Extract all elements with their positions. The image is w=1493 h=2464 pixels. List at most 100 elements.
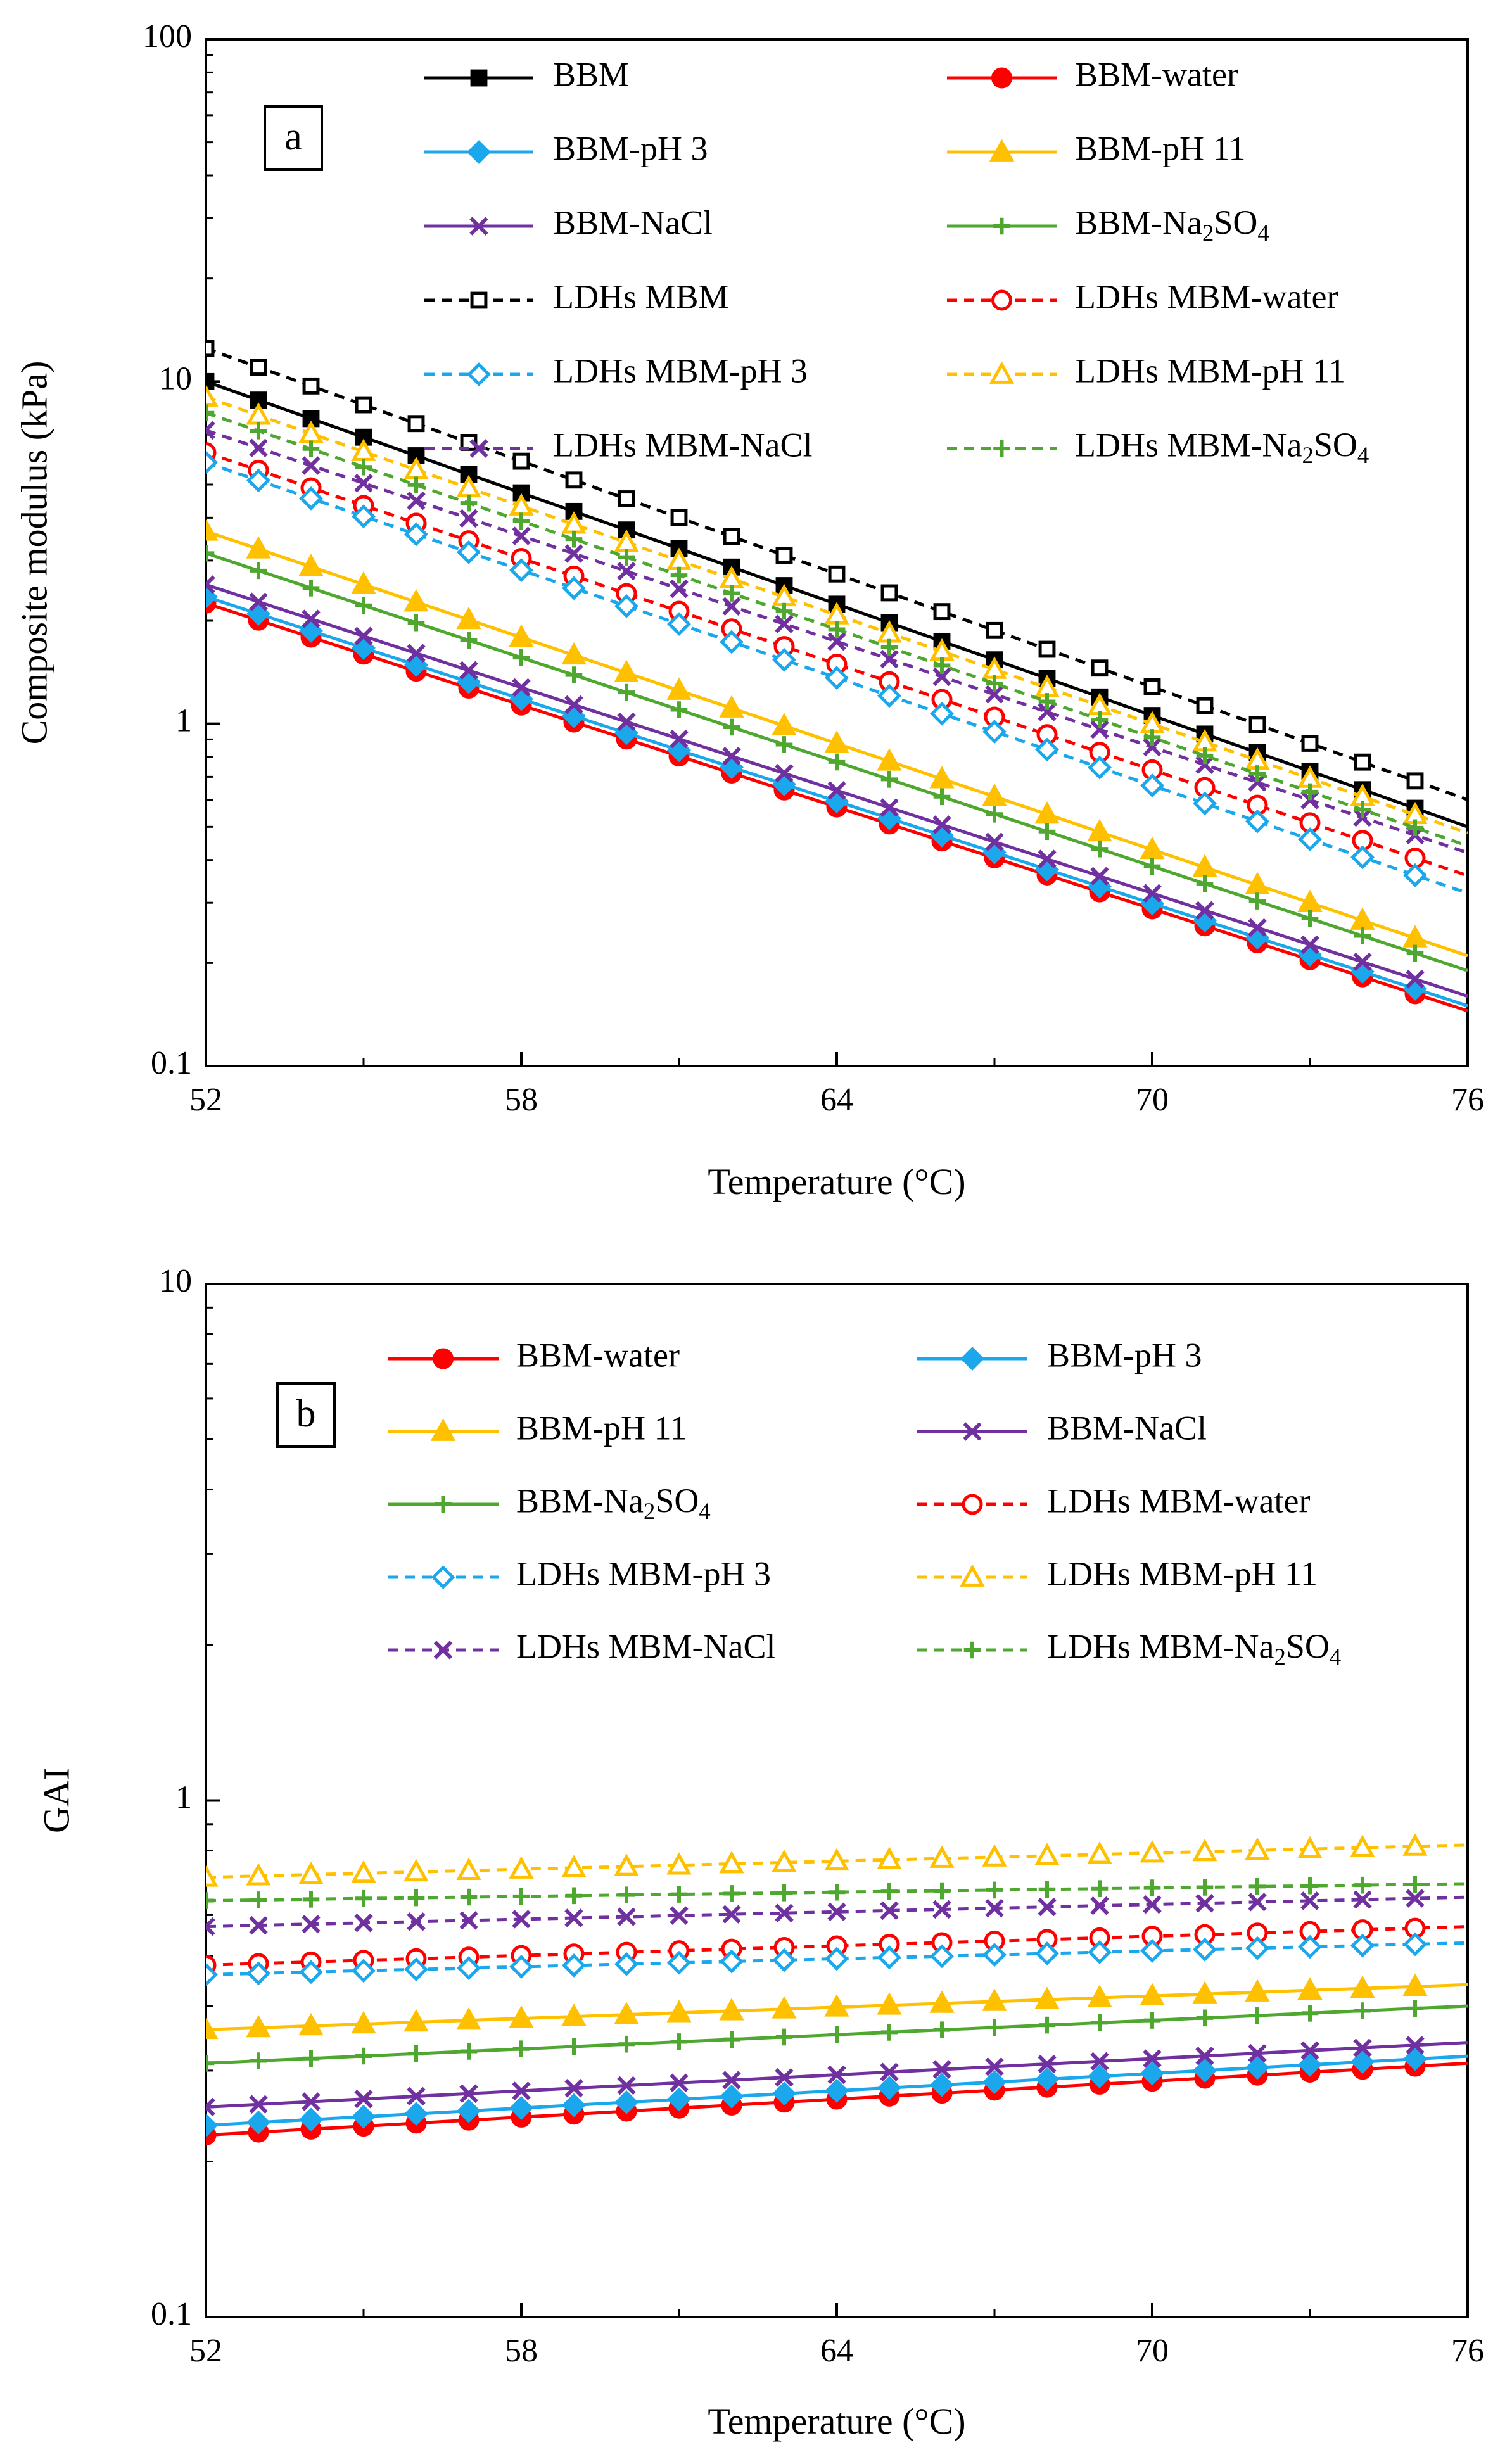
data-point (457, 2099, 481, 2123)
data-point (929, 766, 955, 789)
data-point (1248, 1893, 1267, 1912)
data-point (206, 404, 215, 422)
data-point (880, 1901, 899, 1921)
legend-marker (467, 140, 491, 164)
legend-label: BBM-pH 3 (553, 129, 708, 167)
data-point (825, 1946, 849, 1971)
data-point (302, 440, 320, 458)
series-bbm-na-so4 (206, 545, 1468, 972)
data-point (457, 540, 481, 564)
data-point (930, 2073, 954, 2097)
data-point (1354, 927, 1371, 944)
data-point (986, 621, 1003, 639)
legend-label: BBM-NaCl (1047, 1409, 1207, 1447)
data-point (355, 2047, 372, 2065)
data-point (1088, 755, 1112, 780)
data-point (1301, 2005, 1319, 2022)
legend-marker (993, 440, 1010, 457)
series-ldhs-mbm-nacl (206, 421, 1468, 854)
y-tick-label: 10 (159, 1263, 192, 1299)
data-point (1193, 791, 1217, 816)
data-point (1406, 2036, 1425, 2055)
data-point (667, 612, 691, 637)
data-point (1406, 1889, 1425, 1908)
data-point (828, 621, 846, 638)
data-point (206, 1917, 215, 1936)
data-point (355, 597, 372, 614)
data-point (250, 359, 267, 376)
legend-marker (991, 289, 1012, 311)
data-point (986, 675, 1003, 692)
data-point (1403, 863, 1427, 887)
legend-label: BBM-pH 11 (1075, 129, 1246, 167)
data-point (1143, 1895, 1162, 1914)
data-point (460, 1888, 478, 1906)
data-point (1090, 1896, 1109, 1915)
x-tick-label: 76 (1451, 1082, 1484, 1118)
x-tick-label: 52 (189, 2333, 222, 2369)
legend-marker (963, 1641, 981, 1659)
series-bbm-na-so4 (206, 2000, 1468, 2072)
data-point (1143, 884, 1162, 903)
data-point (1035, 1941, 1059, 1966)
data-point (932, 815, 951, 834)
data-point (561, 642, 587, 665)
data-point (206, 450, 218, 475)
x-axis-label: Temperature (°C) (708, 1161, 965, 1202)
series-bbm-ph-11 (206, 1973, 1468, 2040)
y-axis-label: GAI (35, 1768, 77, 1833)
data-point (933, 657, 951, 674)
data-point (1034, 1843, 1060, 1865)
data-point (824, 730, 849, 753)
data-point (670, 701, 688, 718)
data-point (985, 832, 1004, 851)
data-point (1354, 753, 1371, 771)
data-point (667, 1950, 691, 1975)
data-point (457, 1956, 481, 1981)
legend-item: BBM-pH 3 (424, 129, 708, 167)
data-point (564, 1908, 583, 1927)
data-point (614, 594, 638, 618)
data-point (246, 2110, 270, 2135)
panel-b-chart: 0.1 1 10 52 58 64 70 76 Temperature (°C) GAI BBM-w… (35, 1263, 1484, 2442)
data-point (827, 781, 846, 800)
data-point (1091, 840, 1109, 858)
legend-item: LDHs MBM-NaCl (424, 426, 813, 464)
data-point (206, 2054, 215, 2072)
data-point (1300, 2041, 1319, 2061)
data-point (407, 491, 426, 511)
data-point (986, 1881, 1003, 1899)
y-tick-label: 10 (159, 360, 192, 397)
data-point (880, 649, 899, 669)
data-point (206, 1864, 219, 1887)
legend-label: LDHs MBM-NaCl (516, 1627, 776, 1665)
data-point (206, 384, 219, 407)
data-point (512, 2081, 531, 2100)
legend-label: BBM-Na2SO4 (516, 1482, 711, 1524)
data-point (1196, 875, 1214, 892)
data-point (1196, 2009, 1214, 2027)
data-point (1402, 1833, 1428, 1856)
y-tick-label: 100 (143, 18, 192, 54)
data-point (1248, 918, 1267, 937)
legend-item: LDHs MBM-Na2SO4 (917, 1627, 1341, 1670)
data-point (404, 522, 428, 547)
series-bbm-ph-11 (206, 518, 1468, 958)
data-point (880, 2024, 898, 2041)
data-point (877, 2076, 901, 2100)
data-point (460, 2043, 478, 2060)
data-point (722, 2071, 741, 2090)
data-point (302, 1914, 321, 1934)
data-point (1091, 711, 1109, 728)
legend-marker (989, 139, 1015, 162)
data-point (298, 554, 324, 576)
data-point (618, 1886, 635, 1903)
data-point (880, 2062, 899, 2082)
data-point (772, 713, 797, 735)
data-point (932, 2060, 951, 2079)
data-point (828, 1883, 846, 1901)
legend-item: BBM-pH 11 (388, 1409, 687, 1447)
data-point (1300, 1891, 1319, 1910)
data-point (1298, 827, 1322, 851)
data-point (299, 486, 323, 511)
